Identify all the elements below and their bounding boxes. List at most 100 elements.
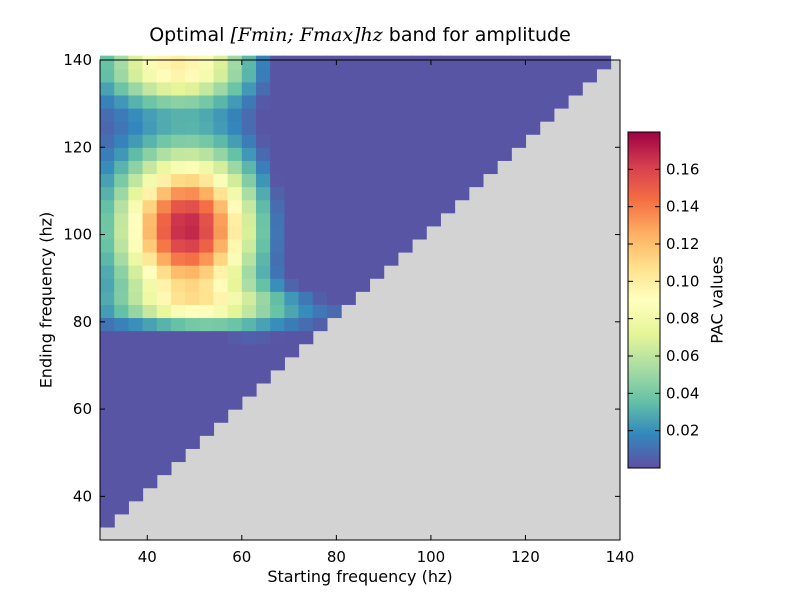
heatmap-cell — [142, 81, 158, 96]
heatmap-cell — [199, 304, 215, 319]
heatmap-cell — [128, 317, 144, 332]
heatmap-cell — [170, 369, 186, 384]
heatmap-cell — [341, 108, 356, 122]
heatmap-cell — [142, 108, 158, 122]
heatmap-cell — [199, 409, 215, 423]
heatmap-cell — [369, 238, 385, 253]
heatmap-cell — [312, 173, 328, 188]
heatmap-cell — [100, 474, 115, 489]
heatmap-cell — [213, 160, 229, 175]
heatmap-cell — [256, 225, 271, 240]
heatmap-cell — [241, 121, 257, 135]
heatmap-cell — [100, 108, 115, 122]
heatmap-cell — [298, 68, 314, 83]
heatmap-cell — [326, 108, 342, 122]
heatmap-cell — [412, 134, 427, 148]
heatmap-cell — [298, 186, 314, 201]
heatmap-cell — [511, 121, 527, 135]
heatmap-cell — [128, 474, 144, 489]
heatmap-cell — [256, 81, 271, 96]
heatmap-cell — [256, 94, 271, 109]
heatmap-cell — [114, 461, 129, 476]
y-tick-label: 120 — [63, 138, 92, 156]
heatmap-cell — [454, 81, 470, 96]
heatmap-cell — [213, 317, 229, 332]
heatmap-cell — [312, 238, 328, 253]
heatmap-cell — [270, 134, 285, 148]
heatmap-cell — [326, 55, 342, 70]
heatmap-cell — [270, 225, 285, 240]
heatmap-cell — [284, 186, 300, 201]
x-tick-label: 40 — [138, 548, 157, 566]
heatmap-cell — [213, 265, 229, 279]
heatmap-cell — [227, 225, 243, 240]
heatmap-cell — [156, 304, 172, 319]
heatmap-cell — [227, 238, 243, 253]
heatmap-cell — [383, 252, 399, 266]
heatmap-cell — [114, 68, 129, 83]
heatmap-cell — [142, 160, 158, 175]
heatmap-cell — [199, 330, 215, 345]
heatmap-cell — [284, 121, 300, 135]
colorbar-tick-label: 0.12 — [666, 235, 699, 253]
plot-frame — [99, 59, 621, 541]
heatmap-cell — [142, 55, 158, 70]
heatmap-cell — [397, 108, 413, 122]
heatmap-cell — [185, 304, 200, 319]
heatmap-cell — [468, 81, 484, 96]
heatmap-cell — [270, 160, 285, 175]
heatmap-cell — [100, 225, 115, 240]
heatmap-cell — [185, 409, 200, 423]
heatmap-cell — [298, 278, 314, 292]
heatmap-cell — [100, 382, 115, 397]
heatmap-cell — [100, 369, 115, 384]
heatmap-cell — [298, 134, 314, 148]
heatmap-cell — [170, 108, 186, 122]
heatmap-cell — [170, 252, 186, 266]
heatmap-cell — [185, 68, 200, 83]
heatmap-cell — [142, 422, 158, 436]
heatmap-cell — [582, 55, 597, 70]
heatmap-cell — [185, 422, 200, 436]
heatmap-cell — [341, 147, 356, 161]
heatmap-cell — [383, 199, 399, 214]
heatmap-cell — [156, 382, 172, 397]
heatmap-cell — [355, 68, 371, 83]
heatmap-cell — [426, 147, 441, 161]
heatmap-cell — [326, 147, 342, 161]
heatmap-cell — [128, 278, 144, 292]
heatmap-cell — [298, 199, 314, 214]
heatmap-cell — [270, 121, 285, 135]
heatmap-cell — [100, 252, 115, 266]
heatmap-cell — [170, 81, 186, 96]
heatmap-cell — [298, 147, 314, 161]
heatmap-cell — [326, 212, 342, 227]
heatmap-cell — [312, 212, 328, 227]
heatmap-cell — [539, 81, 555, 96]
heatmap-cell — [100, 448, 115, 463]
heatmap-cell — [341, 291, 356, 305]
heatmap-cell — [482, 147, 498, 161]
heatmap-cell — [100, 81, 115, 96]
heatmap-cell — [114, 291, 129, 305]
heatmap-cell — [341, 199, 356, 214]
heatmap-cell — [100, 409, 115, 423]
y-tick-label: 40 — [73, 487, 92, 505]
heatmap-cell — [284, 108, 300, 122]
y-tick-label: 100 — [63, 226, 92, 244]
heatmap-cell — [142, 212, 158, 227]
heatmap-cell — [256, 291, 271, 305]
heatmap-cell — [256, 68, 271, 83]
heatmap-cell — [128, 304, 144, 319]
heatmap-cell — [142, 461, 158, 476]
heatmap-cell — [383, 108, 399, 122]
heatmap-cell — [185, 81, 200, 96]
heatmap-cell — [142, 369, 158, 384]
heatmap-cell — [128, 186, 144, 201]
heatmap-cell — [170, 55, 186, 70]
heatmap-cell — [468, 160, 484, 175]
heatmap-cell — [100, 304, 115, 319]
x-tick-label: 80 — [327, 548, 346, 566]
heatmap-cell — [199, 369, 215, 384]
heatmap-cell — [114, 304, 129, 319]
